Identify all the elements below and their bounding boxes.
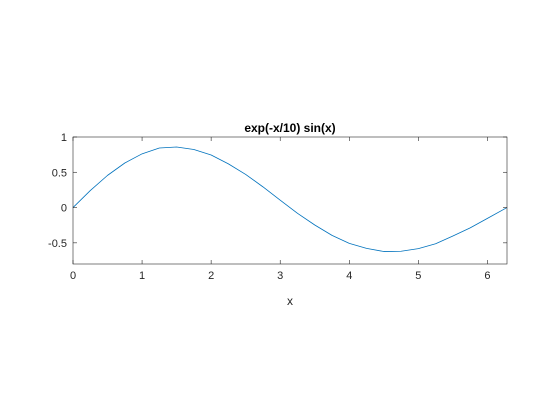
x-tick-label: 1 <box>139 270 145 282</box>
chart-title: exp(-x/10) sin(x) <box>244 121 335 135</box>
x-tick-label: 6 <box>484 270 490 282</box>
x-tick-label: 0 <box>70 270 76 282</box>
x-tick-label: 2 <box>208 270 214 282</box>
y-tick-label: 1 <box>61 132 67 144</box>
y-tick-label: -0.5 <box>48 238 67 250</box>
x-tick-label: 4 <box>346 270 352 282</box>
x-axis-label: x <box>287 294 293 308</box>
x-tick-label: 3 <box>277 270 283 282</box>
y-tick-label: 0.5 <box>52 167 67 179</box>
y-tick-label: 0 <box>61 203 67 215</box>
x-tick-label: 5 <box>415 270 421 282</box>
